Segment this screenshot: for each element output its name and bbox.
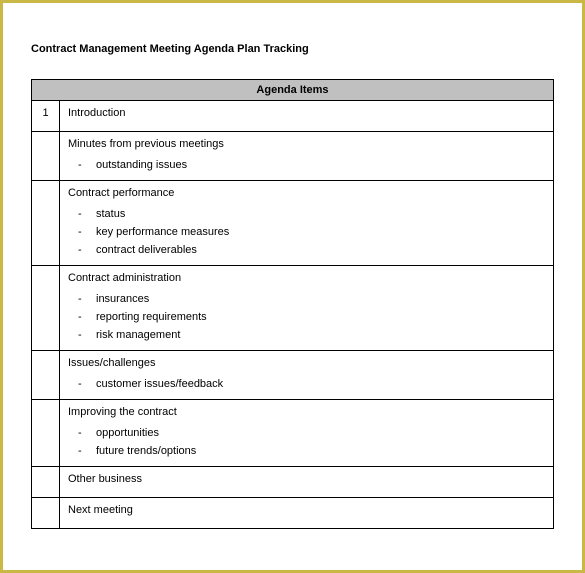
row-number-cell [32,351,60,400]
bullet-list: insurancesreporting requirementsrisk man… [68,290,545,344]
row-number-cell [32,132,60,181]
content-cell: Contract administration insurancesreporti… [60,266,554,351]
content-cell: Other business [60,467,554,498]
bullet-item: key performance measures [96,223,545,241]
section-title: Issues/challenges [68,357,545,369]
table-row: Other business [32,467,554,498]
bullet-item: outstanding issues [96,156,545,174]
content-cell: Minutes from previous meetings outstandin… [60,132,554,181]
bullet-item: customer issues/feedback [96,375,545,393]
bullet-item: reporting requirements [96,308,545,326]
section-title: Other business [68,473,545,485]
table-row: 1 Introduction [32,101,554,132]
section-title: Next meeting [68,504,545,516]
bullet-item: future trends/options [96,442,545,460]
row-number-cell: 1 [32,101,60,132]
table-row: Contract administration insurancesreporti… [32,266,554,351]
bullet-list: statuskey performance measurescontract d… [68,205,545,259]
bullet-list: customer issues/feedback [68,375,545,393]
table-row: Next meeting [32,498,554,529]
agenda-table: Agenda Items 1 Introduction Minutes from p… [31,79,554,529]
row-number-cell [32,181,60,266]
table-row: Improving the contract opportunitiesfutur… [32,400,554,467]
table-header: Agenda Items [32,80,554,101]
content-cell: Next meeting [60,498,554,529]
section-title: Minutes from previous meetings [68,138,545,150]
table-row: Minutes from previous meetings outstandin… [32,132,554,181]
bullet-item: risk management [96,326,545,344]
content-cell: Introduction [60,101,554,132]
section-title: Improving the contract [68,406,545,418]
section-title: Contract performance [68,187,545,199]
content-cell: Contract performance statuskey performanc… [60,181,554,266]
row-number-cell [32,400,60,467]
row-number-cell [32,266,60,351]
section-title: Introduction [68,107,545,119]
bullet-list: outstanding issues [68,156,545,174]
section-title: Contract administration [68,272,545,284]
document-title: Contract Management Meeting Agenda Plan … [31,43,554,55]
bullet-item: contract deliverables [96,241,545,259]
table-body: 1 Introduction Minutes from previous meeti… [32,101,554,529]
content-cell: Issues/challenges customer issues/feedbac… [60,351,554,400]
row-number-cell [32,467,60,498]
bullet-item: opportunities [96,424,545,442]
table-row: Contract performance statuskey performanc… [32,181,554,266]
bullet-item: status [96,205,545,223]
content-cell: Improving the contract opportunitiesfutur… [60,400,554,467]
row-number-cell [32,498,60,529]
bullet-list: opportunitiesfuture trends/options [68,424,545,460]
table-row: Issues/challenges customer issues/feedbac… [32,351,554,400]
bullet-item: insurances [96,290,545,308]
